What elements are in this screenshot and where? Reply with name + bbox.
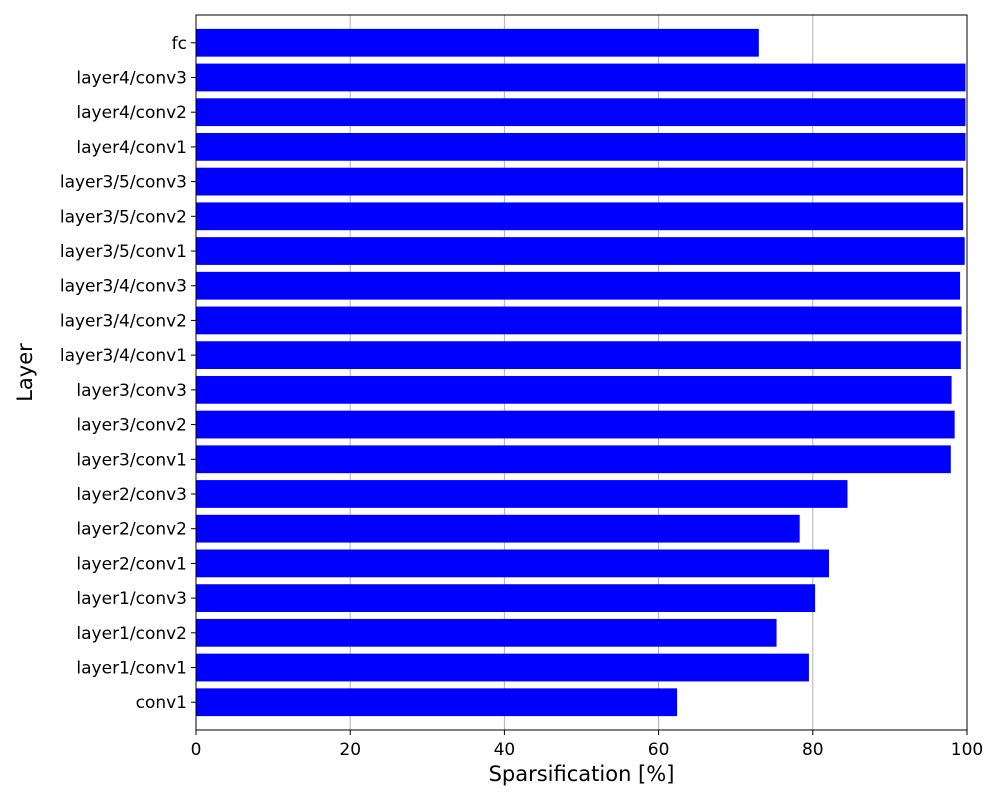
bar xyxy=(196,514,800,543)
x-axis-title: Sparsification [%] xyxy=(489,762,675,786)
bar xyxy=(196,202,964,231)
x-tick-label: 60 xyxy=(648,740,670,760)
y-tick-label: layer3/5/conv3 xyxy=(60,173,187,193)
bar xyxy=(196,237,965,265)
y-tick-label: layer3/4/conv3 xyxy=(60,277,187,297)
bar xyxy=(196,688,678,717)
y-tick-label: layer1/conv1 xyxy=(76,659,187,679)
bar xyxy=(196,63,966,92)
bar xyxy=(196,480,848,508)
y-tick-label: layer3/conv2 xyxy=(76,416,187,436)
x-tick-label: 0 xyxy=(191,740,202,760)
x-axis-ticks: 0 20 40 60 80 100 xyxy=(191,730,983,760)
x-tick-label: 40 xyxy=(494,740,516,760)
bar xyxy=(196,28,759,57)
y-tick-label: layer2/conv1 xyxy=(76,554,187,574)
bar xyxy=(196,653,809,682)
y-tick-label: fc xyxy=(172,34,187,54)
y-tick-label: layer2/conv3 xyxy=(76,485,187,505)
y-tick-label: layer3/conv3 xyxy=(76,381,187,401)
x-tick-label: 20 xyxy=(339,740,361,760)
bar xyxy=(196,167,964,196)
bar xyxy=(196,271,961,300)
y-tick-label: conv1 xyxy=(136,693,187,713)
y-axis-title: Layer xyxy=(13,343,37,402)
y-tick-label: layer1/conv3 xyxy=(76,589,187,609)
plot-frame xyxy=(195,14,968,731)
bar xyxy=(196,410,955,439)
bar xyxy=(196,133,966,161)
y-tick-label: layer3/5/conv1 xyxy=(60,242,187,262)
bar xyxy=(196,549,829,578)
y-tick-label: layer4/conv3 xyxy=(76,68,187,88)
bar xyxy=(196,584,816,612)
y-tick-label: layer3/4/conv1 xyxy=(60,346,187,366)
bar xyxy=(196,445,951,474)
y-tick-label: layer3/conv1 xyxy=(76,450,187,470)
y-tick-label: layer3/5/conv2 xyxy=(60,207,187,227)
y-tick-label: layer2/conv2 xyxy=(76,520,187,540)
bar xyxy=(196,375,952,404)
bar xyxy=(196,341,961,370)
y-tick-label: layer4/conv1 xyxy=(76,138,187,158)
y-axis-ticks: conv1 layer1/conv1 layer1/conv2 layer1/conv… xyxy=(60,34,196,713)
x-tick-label: 80 xyxy=(802,740,824,760)
y-tick-label: layer1/conv2 xyxy=(76,624,187,644)
bar xyxy=(196,98,966,127)
y-tick-label: layer3/4/conv2 xyxy=(60,311,187,331)
bar xyxy=(196,618,777,647)
y-tick-label: layer4/conv2 xyxy=(76,103,187,123)
bar xyxy=(196,306,962,335)
bars xyxy=(196,28,966,717)
x-tick-label: 100 xyxy=(951,740,983,760)
